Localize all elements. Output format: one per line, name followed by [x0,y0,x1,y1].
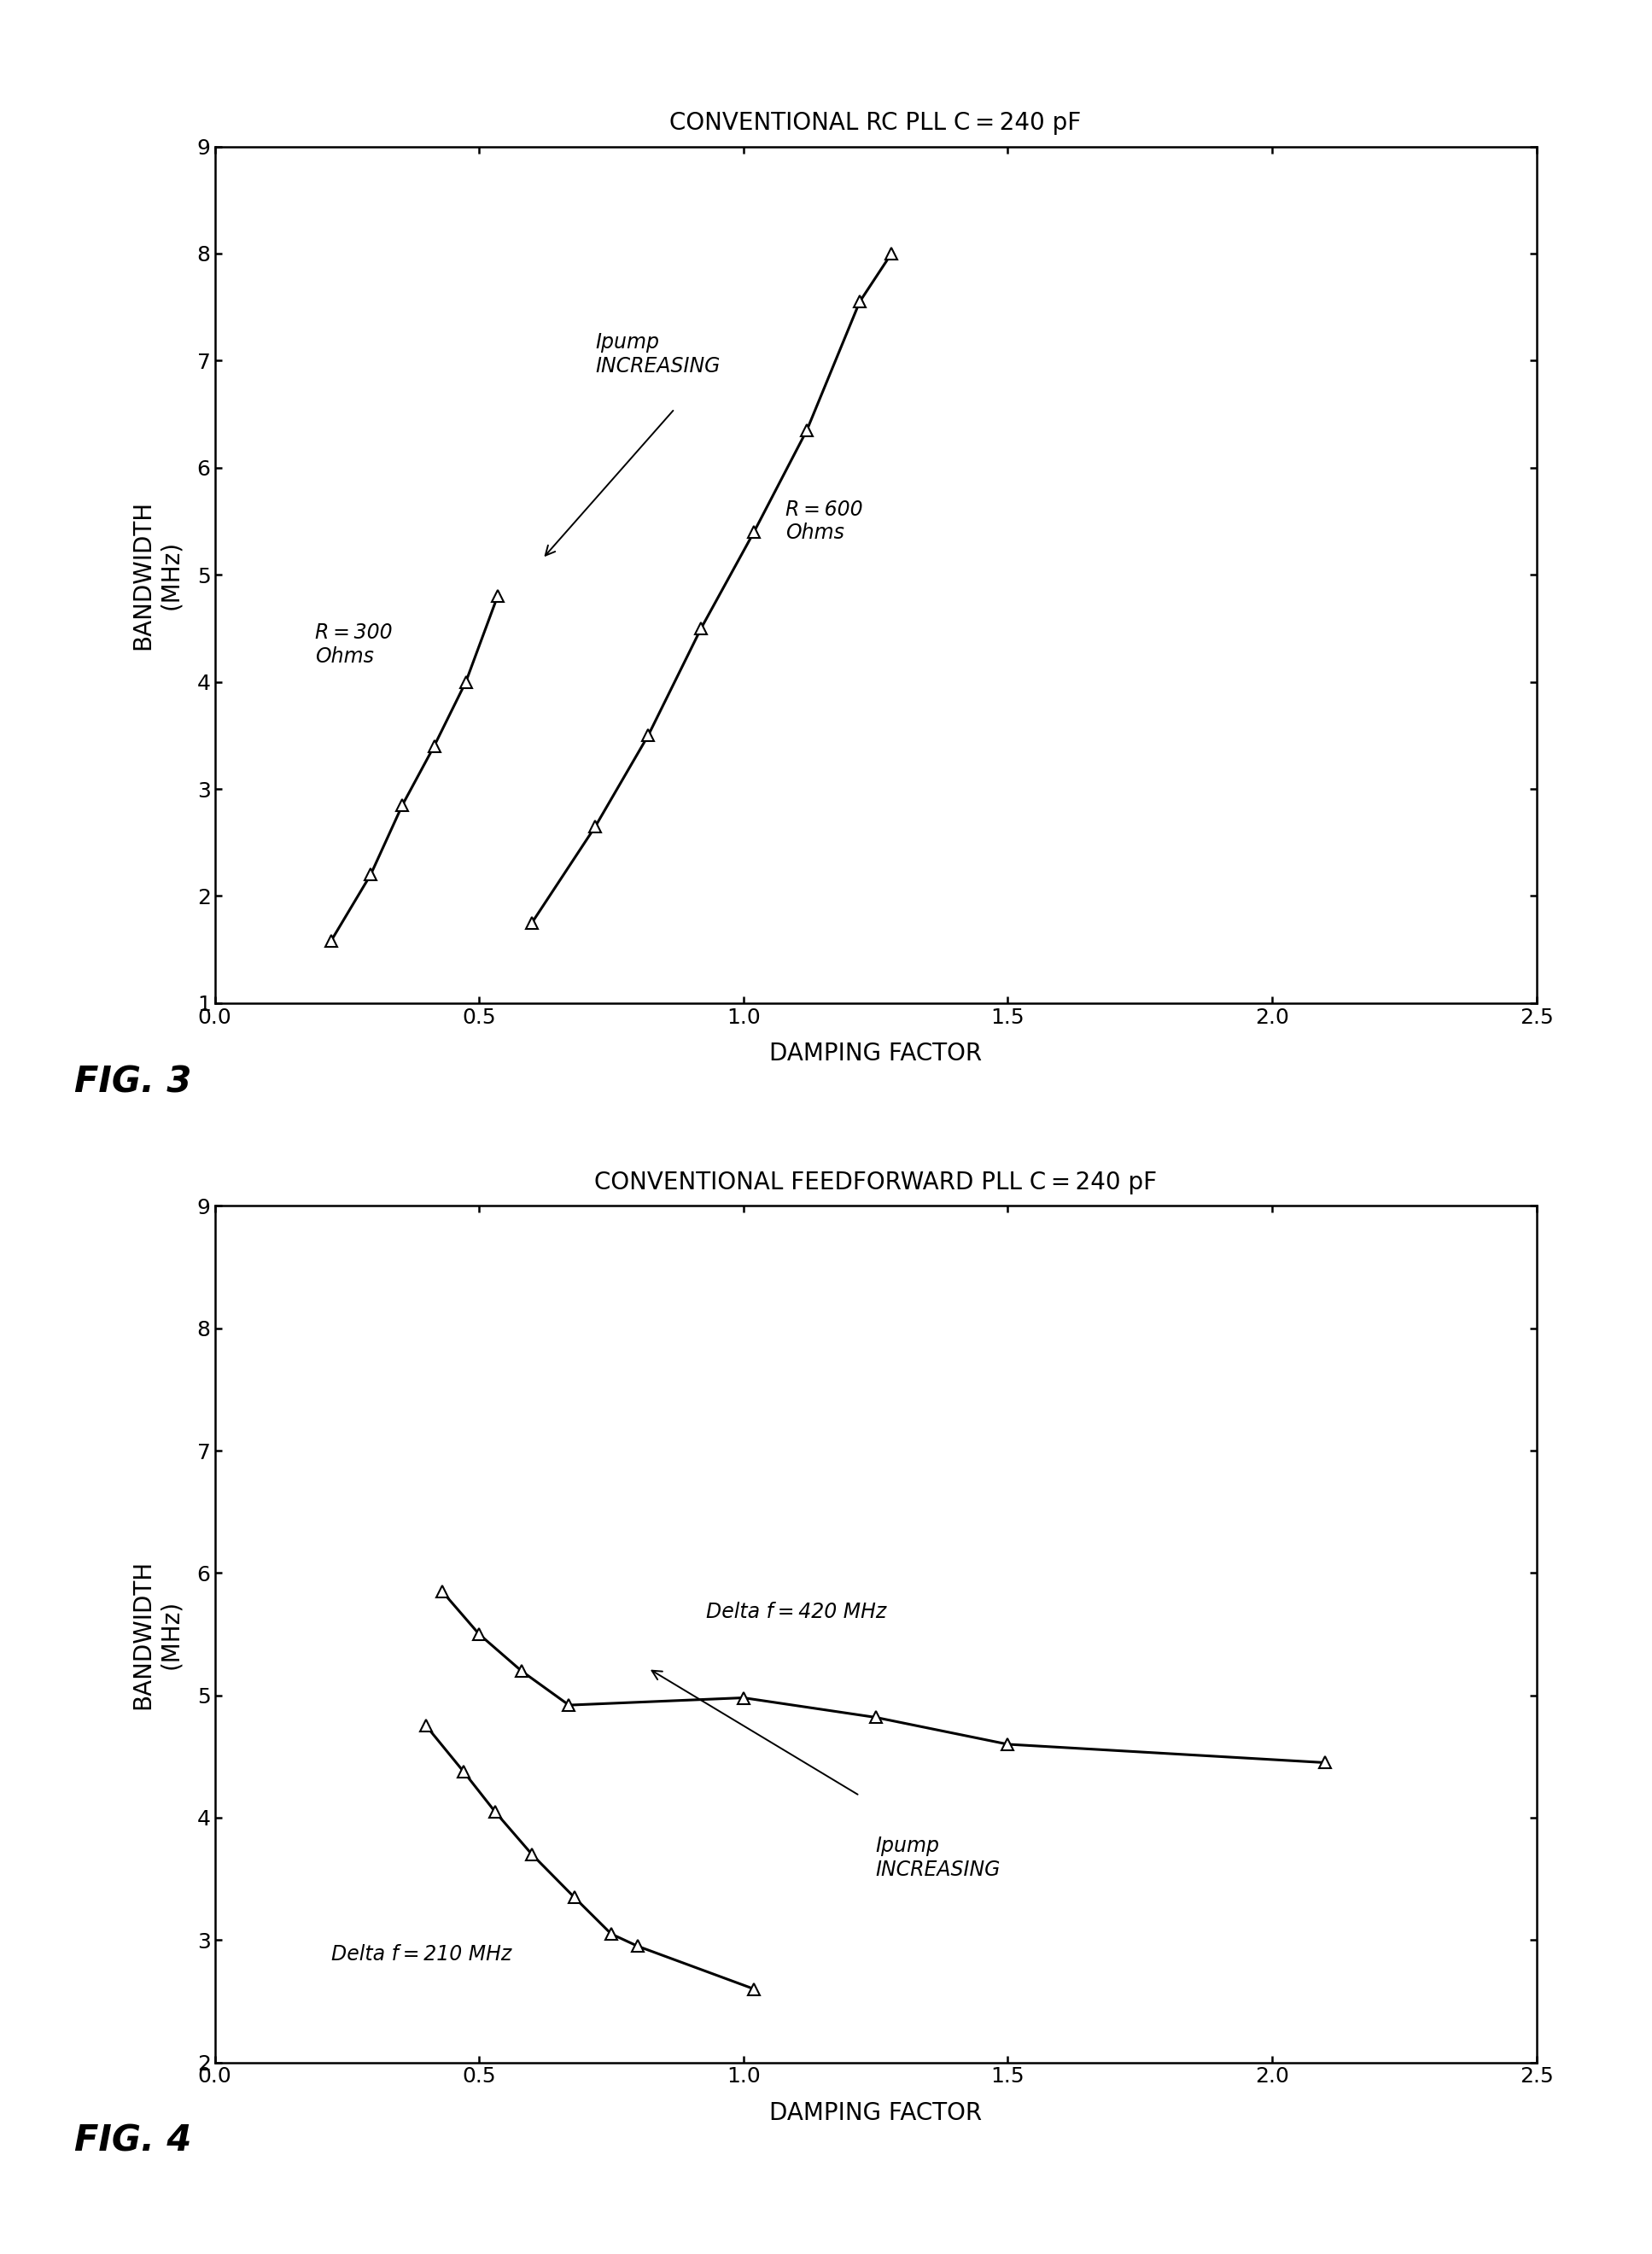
Y-axis label: BANDWIDTH
(MHz): BANDWIDTH (MHz) [131,500,183,649]
Y-axis label: BANDWIDTH
(MHz): BANDWIDTH (MHz) [131,1560,183,1709]
Text: Delta f = 210 MHz: Delta f = 210 MHz [330,1945,512,1965]
Text: FIG. 4: FIG. 4 [74,2123,192,2159]
Text: Ipump
INCREASING: Ipump INCREASING [876,1837,1001,1880]
Text: FIG. 3: FIG. 3 [74,1064,192,1100]
Text: R = 300
Ohms: R = 300 Ohms [316,622,393,667]
Title: CONVENTIONAL RC PLL C = 240 pF: CONVENTIONAL RC PLL C = 240 pF [669,110,1082,135]
Text: Delta f = 420 MHz: Delta f = 420 MHz [707,1603,887,1623]
Text: R = 600
Ohms: R = 600 Ohms [786,498,862,543]
Text: Ipump
INCREASING: Ipump INCREASING [595,334,720,376]
Title: CONVENTIONAL FEEDFORWARD PLL C = 240 pF: CONVENTIONAL FEEDFORWARD PLL C = 240 pF [595,1170,1156,1195]
X-axis label: DAMPING FACTOR: DAMPING FACTOR [770,2101,981,2126]
X-axis label: DAMPING FACTOR: DAMPING FACTOR [770,1041,981,1066]
